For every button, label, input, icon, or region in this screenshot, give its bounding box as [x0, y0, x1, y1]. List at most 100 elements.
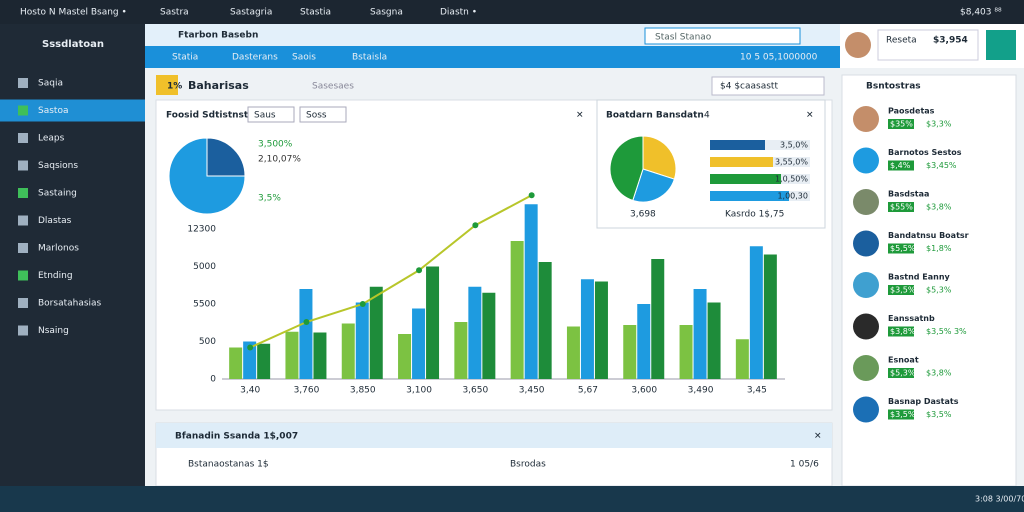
item-v2: $3,5%	[926, 410, 952, 419]
progress-fill	[710, 157, 773, 167]
bar	[454, 322, 468, 379]
tab[interactable]: Stastia	[300, 8, 331, 18]
bar	[229, 347, 243, 379]
avatar	[853, 313, 879, 340]
nav-tab[interactable]: Saois	[292, 53, 316, 63]
y-tick-label: 5500	[193, 300, 216, 310]
menu-item[interactable]: Sastoa	[38, 106, 68, 116]
item-name[interactable]: Bastnd Eanny	[888, 273, 951, 282]
menu-item[interactable]: Saqsions	[38, 161, 78, 171]
tab[interactable]: Diastn •	[440, 8, 477, 18]
bar	[679, 325, 693, 379]
search[interactable]: Stasl Stanao	[655, 33, 712, 43]
page-title: Baharisas	[188, 79, 249, 92]
item-tag	[888, 326, 914, 337]
x-tick-label: 3,600	[631, 386, 657, 396]
close[interactable]: ✕	[806, 111, 814, 121]
menu-icon	[18, 188, 28, 198]
y-tick-label: 12300	[187, 225, 216, 235]
menu-icon	[18, 78, 28, 88]
menu-item[interactable]: Dlastas	[38, 216, 72, 226]
menu-icon	[18, 298, 28, 308]
filter-text[interactable]: Soss	[306, 111, 327, 121]
avatar	[853, 230, 879, 257]
x-tick-label: 3,850	[350, 386, 376, 396]
nav-tab[interactable]: Statia	[172, 53, 198, 63]
avatar	[853, 396, 879, 423]
menu-icon	[18, 325, 28, 336]
bar	[313, 332, 327, 379]
bar	[651, 259, 665, 379]
pie-label: 2,10,07%	[258, 155, 301, 165]
item-name[interactable]: Esnoat	[888, 356, 919, 365]
tab[interactable]: Sastagria	[230, 8, 272, 18]
bar	[369, 286, 383, 379]
bar	[285, 331, 299, 379]
avatar	[853, 147, 879, 174]
menu-icon	[18, 215, 28, 226]
filter[interactable]	[247, 106, 295, 123]
pie-label: 3,5%	[258, 194, 281, 204]
menu-item[interactable]: Sastaing	[38, 189, 77, 199]
trend-point	[359, 301, 366, 307]
filter: 10 5 05,1000000	[740, 53, 818, 63]
x-tick-label: 3,40	[240, 386, 260, 396]
tab[interactable]: Sastra	[160, 8, 189, 18]
progress-label: 3,55,0%	[775, 158, 808, 167]
item-name[interactable]: Paosdetas	[888, 107, 935, 116]
menu-item[interactable]: Marlonos	[38, 244, 79, 254]
tab[interactable]: Sasgna	[370, 8, 403, 18]
close[interactable]: ✕	[814, 432, 822, 442]
widget-legend: Kasrdo 1$,75	[725, 210, 784, 220]
user-label: Reseta	[886, 36, 917, 46]
menu-item[interactable]: Saqia	[38, 79, 63, 89]
item-name[interactable]: Eanssatnb	[888, 314, 935, 323]
sidebar	[0, 24, 145, 486]
bar	[341, 323, 355, 379]
badge	[156, 75, 178, 95]
dropdown-text[interactable]: $4 $caasastt	[720, 82, 778, 92]
user-value: $3,954	[933, 36, 968, 46]
nav-tab[interactable]: Dasterans	[232, 53, 278, 63]
pagination[interactable]: 1 05/6	[790, 460, 819, 470]
tab[interactable]: Hosto N Mastel Bsang •	[20, 8, 127, 18]
item-v2: $5,3%	[926, 286, 952, 295]
dropdown[interactable]	[711, 76, 825, 96]
brand: Sssdlatoan	[42, 39, 104, 50]
filter[interactable]	[299, 106, 347, 123]
trend-point	[472, 222, 479, 229]
item-name[interactable]: Bandatnsu Boatsr	[888, 231, 969, 240]
item-v2: $3,8%	[926, 203, 952, 212]
item-v2: $3,8%	[926, 369, 952, 378]
item-v1: $,4%	[890, 161, 911, 170]
x-tick-label: 3,760	[294, 386, 320, 396]
item-v1: $5,3%	[890, 369, 916, 378]
menu-icon	[18, 243, 28, 253]
nav-tab[interactable]: Bstaisla	[352, 53, 387, 63]
progress-fill	[710, 174, 781, 184]
item-v1: $5,5%	[890, 244, 916, 253]
bar	[637, 304, 651, 379]
trend-line	[249, 194, 533, 349]
item-v1: $35%	[890, 120, 913, 129]
filter-text[interactable]: Saus	[254, 111, 276, 121]
taskbar	[0, 486, 1024, 512]
action-button[interactable]	[986, 30, 1016, 60]
bottom-header	[156, 423, 832, 448]
close[interactable]: ✕	[576, 111, 584, 121]
menu-icon	[18, 160, 28, 171]
bar	[510, 241, 524, 379]
menu-item[interactable]: Leaps	[38, 134, 65, 144]
avatar	[845, 32, 871, 58]
menu-item[interactable]: Etnding	[38, 271, 73, 281]
menu-item[interactable]: Nsaing	[38, 326, 69, 336]
item-name[interactable]: Basdstaa	[888, 190, 929, 199]
item-v1: $3,8%	[890, 327, 916, 336]
menu-item[interactable]: Borsatahasias	[38, 299, 102, 309]
bar	[412, 308, 426, 379]
pie-slice	[632, 168, 676, 203]
search-box[interactable]	[644, 27, 801, 45]
item-name[interactable]: Basnap Dastats	[888, 397, 959, 406]
item-name[interactable]: Barnotos Sestos	[888, 148, 962, 157]
menu-active	[0, 99, 145, 122]
